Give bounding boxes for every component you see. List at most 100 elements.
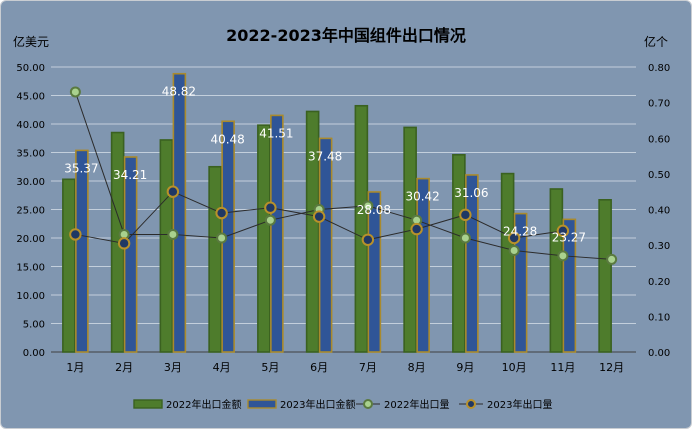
lines <box>69 86 618 265</box>
data-label: 37.48 <box>308 149 342 163</box>
point-2023-9 <box>459 208 472 222</box>
x-tick-label: 8月 <box>408 361 426 374</box>
x-tick-label: 10月 <box>502 361 527 374</box>
data-label: 28.08 <box>357 203 391 217</box>
point-2023-2 <box>117 237 131 250</box>
bar-2022-9 <box>452 153 466 353</box>
data-label: 40.48 <box>210 132 244 146</box>
x-tick-label: 4月 <box>213 361 231 374</box>
bar-2022-8 <box>403 126 417 353</box>
y-left-tick-label: 30.00 <box>16 177 45 188</box>
y-right-tick-label: 0.60 <box>648 134 670 145</box>
bar-2023-9 <box>465 174 479 353</box>
point-2022-11 <box>557 250 569 262</box>
axis-ticks: 0.00 5.00 10.00 15.00 20.00 25.00 30.00 35.00 40… <box>16 63 670 374</box>
legend-swatch <box>247 399 277 409</box>
y-left-tick-label: 20.00 <box>16 234 45 245</box>
y-right-tick-label: 0.10 <box>648 312 670 323</box>
bar-2022-1 <box>62 178 76 353</box>
bar-2022-6 <box>305 110 320 353</box>
y-left-tick-label: 45.00 <box>16 92 45 103</box>
point-2023-4 <box>215 206 228 220</box>
y-right-tick-label: 0.70 <box>648 99 670 110</box>
line-2022-volume <box>74 91 612 260</box>
legend-marker <box>363 399 373 409</box>
bar-2023-1 <box>75 149 89 353</box>
point-2023-8 <box>410 222 423 236</box>
x-tick-label: 3月 <box>164 361 182 374</box>
data-label: 34.21 <box>113 168 147 182</box>
x-tick-label: 7月 <box>359 361 377 374</box>
x-tick-label: 9月 <box>456 361 474 374</box>
point-2022-3 <box>167 228 179 240</box>
point-2023-7 <box>361 233 375 246</box>
point-2022-5 <box>264 214 276 226</box>
point-2022-9 <box>459 232 471 244</box>
legend-label: 2023年出口量 <box>487 398 552 411</box>
y-right-tick-label: 0.00 <box>648 348 670 359</box>
legend-swatch <box>133 399 163 409</box>
x-tick-label: 1月 <box>66 361 84 374</box>
data-label: 41.51 <box>259 126 293 140</box>
y-axis-left-label: 亿美元 <box>13 34 49 49</box>
gridlines <box>51 66 636 353</box>
bar-2023-7 <box>367 191 382 353</box>
x-tick-label: 11月 <box>550 361 575 374</box>
x-tick-label: 12月 <box>599 361 624 374</box>
bar-2023-6 <box>318 137 333 353</box>
x-tick-label: 5月 <box>261 361 279 374</box>
point-2022-4 <box>216 232 228 244</box>
data-label: 35.37 <box>64 161 98 175</box>
data-label: 48.82 <box>162 85 196 99</box>
legend-label: 2022年出口量 <box>384 398 449 411</box>
bar-2022-4 <box>208 165 222 353</box>
chart-title: 2022-2023年中国组件出口情况 <box>226 26 466 45</box>
point-2023-3 <box>166 185 180 198</box>
data-label: 30.42 <box>405 190 439 204</box>
x-tick-label: 6月 <box>310 361 328 374</box>
data-labels: 35.37 34.21 48.82 40.48 41.51 37.48 28.08 30.42… <box>64 85 586 245</box>
point-2022-10 <box>508 244 520 256</box>
bar-2023-5 <box>270 114 284 353</box>
y-left-tick-label: 35.00 <box>16 149 45 160</box>
point-2022-1 <box>69 86 81 98</box>
y-axis-right-label: 亿个 <box>644 34 668 49</box>
bar-2023-3 <box>172 72 187 353</box>
bar-2022-11 <box>549 188 564 353</box>
legend-label: 2022年出口金额 <box>166 398 241 411</box>
point-2023-10 <box>507 231 521 245</box>
legend-label: 2023年出口金额 <box>280 398 355 411</box>
point-2022-12 <box>606 253 618 265</box>
point-2023-11 <box>556 224 570 238</box>
y-left-tick-label: 40.00 <box>16 120 45 131</box>
bar-2022-3 <box>159 139 174 353</box>
y-right-tick-label: 0.40 <box>648 206 670 217</box>
x-tick-label: 2月 <box>115 361 133 374</box>
bars <box>62 72 612 353</box>
y-left-tick-label: 15.00 <box>16 263 45 274</box>
legend-marker <box>466 399 476 409</box>
bar-2022-12 <box>598 199 612 353</box>
point-2023-5 <box>264 201 277 214</box>
y-right-tick-label: 0.50 <box>648 170 670 181</box>
y-left-tick-label: 10.00 <box>16 291 45 302</box>
data-label: 24.28 <box>503 225 537 239</box>
bar-2022-10 <box>500 172 515 353</box>
y-left-tick-label: 50.00 <box>16 63 45 74</box>
bar-2023-2 <box>123 156 138 353</box>
y-right-tick-label: 0.20 <box>648 277 670 288</box>
y-left-tick-label: 25.00 <box>16 206 45 217</box>
y-left-tick-label: 5.00 <box>23 320 45 331</box>
data-label: 23.27 <box>552 230 586 244</box>
y-left-tick-label: 0.00 <box>23 348 45 359</box>
data-label: 31.06 <box>454 186 488 200</box>
point-2023-1 <box>69 228 82 241</box>
legend: 2022年出口金额 2023年出口金额 2022年出口量 2023年出口量 <box>133 398 552 411</box>
bar-2022-7 <box>354 104 369 353</box>
bar-2023-8 <box>416 177 430 353</box>
y-right-tick-label: 0.30 <box>648 241 670 252</box>
y-right-tick-label: 0.80 <box>648 63 670 74</box>
point-2022-7 <box>362 200 374 212</box>
